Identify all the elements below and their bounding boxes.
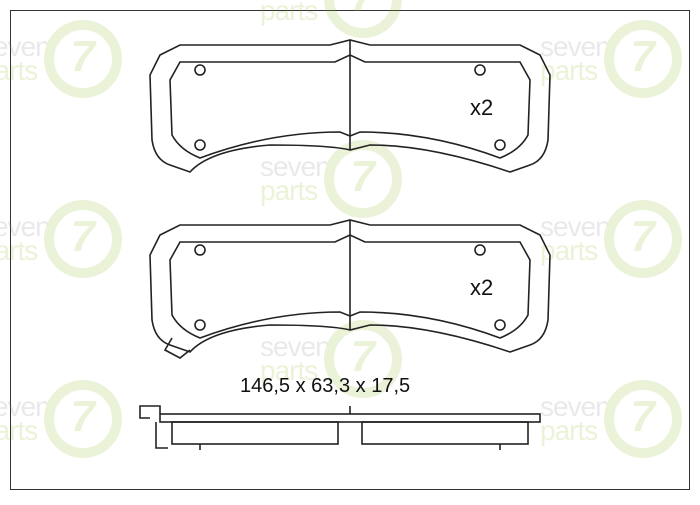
bottom-pad-quantity: x2 (470, 275, 493, 301)
dimensions-label: 146,5 x 63,3 x 17,5 (240, 375, 410, 398)
diagram-layer: x2 x2 146,5 x 63,3 x 17,5 (0, 0, 700, 500)
brake-pad-drawing (0, 0, 700, 500)
top-pad-quantity: x2 (470, 95, 493, 121)
side-view (140, 406, 540, 450)
